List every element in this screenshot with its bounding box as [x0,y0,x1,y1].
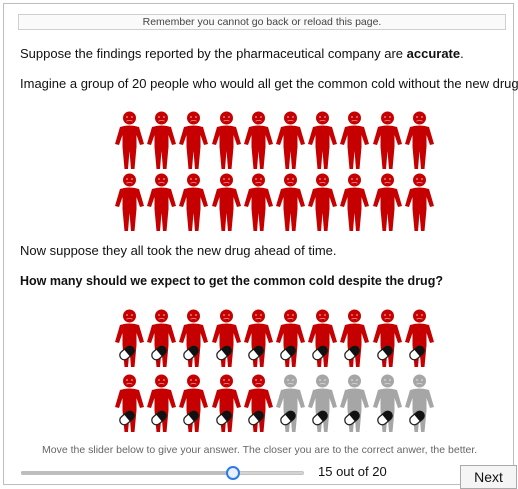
sick-person-with-pill-icon [146,374,177,434]
sick-person-icon [243,111,274,171]
sick-person-with-pill-icon [404,309,435,369]
sick-person-icon [404,111,435,171]
sick-person-icon [307,173,338,233]
sick-person-icon [146,173,177,233]
sick-person-with-pill-icon [339,309,370,369]
sick-person-with-pill-icon [146,309,177,369]
healthy-person-with-pill-icon [275,374,306,434]
answer-slider[interactable] [21,466,304,480]
sick-person-icon [243,173,274,233]
sick-person-icon [211,173,242,233]
sick-person-with-pill-icon [178,309,209,369]
survey-panel: Remember you cannot go back or reload th… [3,3,518,489]
healthy-person-with-pill-icon [372,374,403,434]
healthy-person-with-pill-icon [339,374,370,434]
sick-person-with-pill-icon [211,374,242,434]
healthy-person-with-pill-icon [404,374,435,434]
sick-person-icon [211,111,242,171]
sick-person-with-pill-icon [275,309,306,369]
reload-warning: Remember you cannot go back or reload th… [18,14,506,30]
question-text: How many should we expect to get the com… [20,274,443,288]
sick-person-icon [307,111,338,171]
sick-person-with-pill-icon [211,309,242,369]
sick-person-with-pill-icon [243,374,274,434]
sick-person-with-pill-icon [243,309,274,369]
healthy-person-with-pill-icon [307,374,338,434]
slider-thumb[interactable] [226,466,241,480]
sick-person-icon [114,173,145,233]
sick-person-icon [404,173,435,233]
sick-person-with-pill-icon [114,309,145,369]
findings-prefix: Suppose the findings reported by the pha… [20,46,407,61]
answer-value: 15 out of 20 [318,464,387,479]
findings-emphasis: accurate [406,46,461,61]
next-button[interactable]: Next [460,465,517,489]
sick-person-with-pill-icon [372,309,403,369]
sick-person-icon [339,173,370,233]
sick-person-icon [372,111,403,171]
slider-instruction: Move the slider below to give your answe… [42,444,478,456]
group-description: Imagine a group of 20 people who would a… [20,76,518,91]
sick-person-with-pill-icon [307,309,338,369]
sick-person-icon [339,111,370,171]
sick-person-icon [178,111,209,171]
sick-person-with-pill-icon [114,374,145,434]
sick-person-icon [114,111,145,171]
drug-scenario-text: Now suppose they all took the new drug a… [20,243,337,258]
findings-suffix: . [460,46,464,61]
sick-person-with-pill-icon [178,374,209,434]
sick-person-icon [275,173,306,233]
sick-person-icon [275,111,306,171]
sick-person-icon [178,173,209,233]
findings-text: Suppose the findings reported by the pha… [20,46,464,61]
sick-person-icon [146,111,177,171]
slider-fill [21,471,234,475]
sick-person-icon [372,173,403,233]
